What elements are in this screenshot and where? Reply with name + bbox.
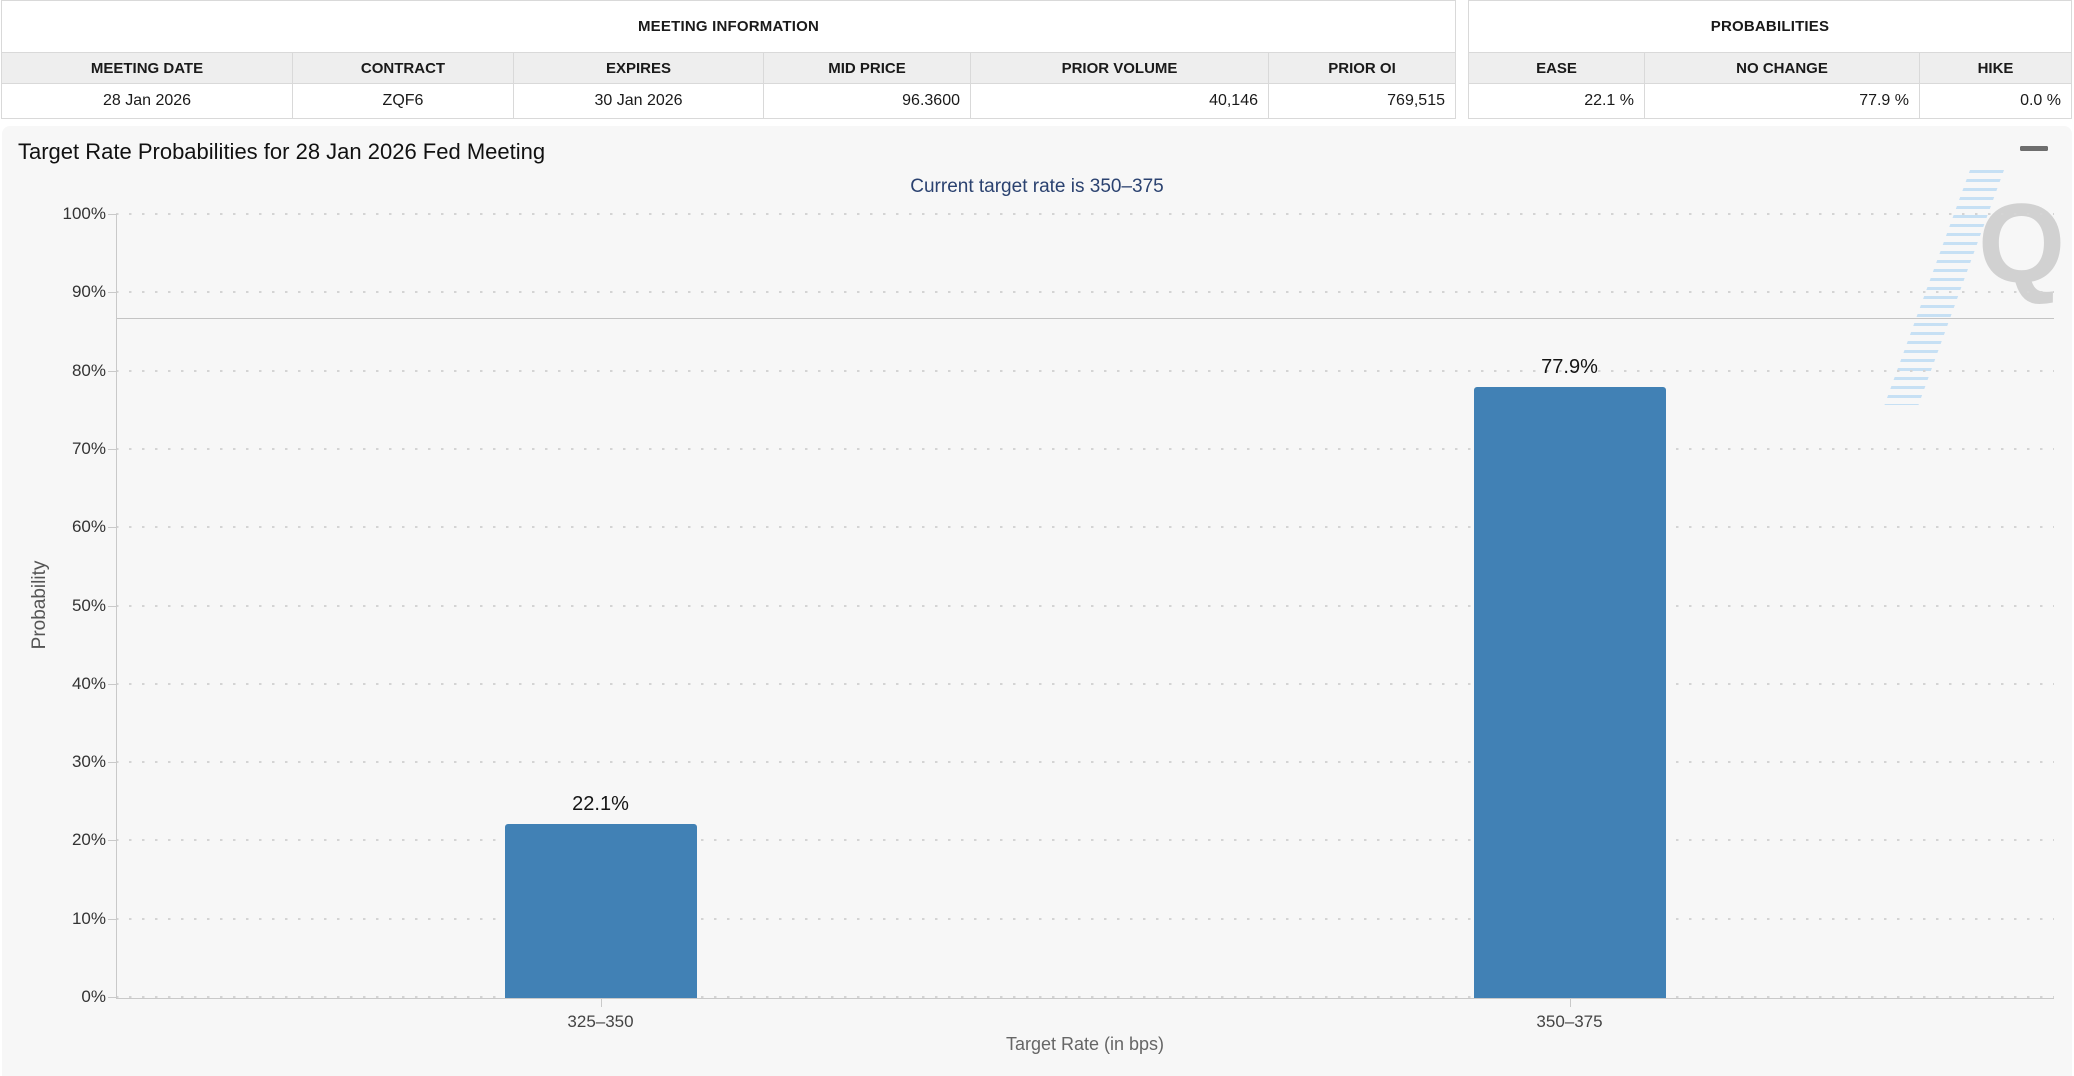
y-gridline [116, 604, 2054, 607]
chart-subtitle: Current target rate is 350–375 [910, 176, 1164, 197]
watermark-q-logo: Q [1978, 181, 2066, 306]
target-rate-chart-panel: Target Rate Probabilities for 28 Jan 202… [2, 126, 2072, 1076]
header-expires: EXPIRES [514, 53, 764, 83]
header-no-change: NO CHANGE [1645, 53, 1920, 83]
y-gridline [116, 447, 2054, 450]
probability-bar[interactable] [504, 823, 697, 998]
y-axis-tick [108, 527, 116, 529]
y-axis-tick-label: 70% [71, 438, 106, 458]
probability-bar[interactable] [1473, 387, 1666, 998]
value-meeting-date: 28 Jan 2026 [2, 84, 293, 118]
value-hike: 0.0 % [2020, 92, 2061, 109]
header-meeting-date: MEETING DATE [2, 53, 293, 83]
y-axis-tick-label: 100% [62, 204, 106, 223]
value-prior-oi: 769,515 [1387, 92, 1445, 109]
x-axis-tick [600, 998, 602, 1007]
value-ease: 22.1 % [1469, 84, 1645, 118]
x-axis-title: Target Rate (in bps) [1005, 1034, 1165, 1054]
y-axis-tick [108, 292, 116, 294]
y-gridline [116, 996, 2054, 998]
bar-value-label: 22.1% [572, 792, 629, 815]
value-mid-price: 96.3600 [764, 84, 971, 118]
header-contract: CONTRACT [293, 53, 514, 83]
probabilities-title: PROBABILITIES [1469, 1, 2071, 53]
probabilities-value-row: 22.1 % 77.9 % 0.0 % [1469, 84, 2071, 118]
x-axis-category-label: 350–375 [1536, 1012, 1603, 1031]
value-no-change: 77.9 % [1645, 84, 1920, 118]
y-gridline [116, 761, 2054, 764]
header-prior-volume: PRIOR VOLUME [971, 53, 1269, 83]
x-axis-line [116, 998, 2054, 999]
y-axis-tick [108, 214, 116, 215]
header-mid-price: MID PRICE [764, 53, 971, 83]
y-axis-tick-label: 0% [81, 987, 106, 1006]
x-axis-category-label: 325–350 [567, 1012, 634, 1031]
y-axis-tick [108, 762, 116, 764]
y-gridline [116, 526, 2054, 529]
y-axis-tick-label: 40% [71, 673, 106, 693]
y-axis-line [116, 214, 117, 998]
header-prior-oi: PRIOR OI [1328, 59, 1396, 77]
bar-value-label: 77.9% [1541, 356, 1598, 379]
y-gridline [116, 839, 2054, 842]
y-axis-tick [108, 683, 116, 685]
y-axis-tick-label: 30% [71, 752, 106, 772]
reference-line [116, 318, 2054, 320]
chart-title: Target Rate Probabilities for 28 Jan 202… [18, 139, 546, 164]
chart-context-menu-button[interactable] [2020, 144, 2050, 170]
header-ease: EASE [1469, 53, 1645, 83]
meeting-information-table: MEETING INFORMATION MEETING DATE CONTRAC… [1, 0, 1456, 119]
header-hike: HIKE [1977, 59, 2014, 77]
y-axis-tick-label: 20% [71, 830, 106, 850]
y-gridline [116, 213, 2054, 215]
y-axis-tick [108, 840, 116, 842]
value-prior-volume: 40,146 [971, 84, 1269, 118]
y-gridline [116, 917, 2054, 920]
y-axis-tick-label: 50% [71, 595, 106, 615]
y-axis-tick-label: 80% [71, 360, 106, 380]
y-axis-tick [108, 997, 116, 998]
probabilities-table: PROBABILITIES EASE NO CHANGE HIKE 22.1 %… [1468, 0, 2072, 119]
x-axis-tick [1569, 998, 1571, 1007]
y-axis-tick-label: 90% [71, 282, 106, 302]
hamburger-icon [2020, 146, 2048, 151]
probabilities-header-row: EASE NO CHANGE HIKE [1469, 53, 2071, 84]
meeting-information-title: MEETING INFORMATION [2, 1, 1455, 53]
y-gridline [116, 369, 2054, 372]
y-axis-tick [108, 448, 116, 450]
meeting-information-value-row: 28 Jan 2026 ZQF6 30 Jan 2026 96.3600 40,… [2, 84, 1455, 118]
value-expires: 30 Jan 2026 [514, 84, 764, 118]
y-gridline [116, 682, 2054, 685]
value-contract: ZQF6 [293, 84, 514, 118]
y-axis-tick-label: 60% [71, 517, 106, 537]
y-gridline [116, 291, 2054, 294]
y-axis-tick [108, 918, 116, 920]
y-axis-tick [108, 605, 116, 607]
y-axis-tick-label: 10% [71, 908, 106, 928]
y-axis-tick [108, 370, 116, 372]
meeting-information-header-row: MEETING DATE CONTRACT EXPIRES MID PRICE … [2, 53, 1455, 84]
